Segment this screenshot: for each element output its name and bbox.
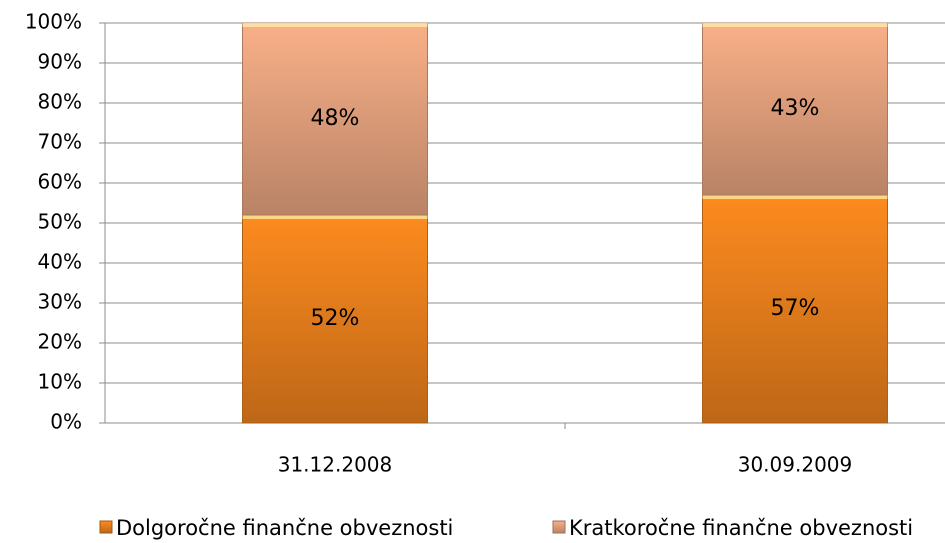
y-tick-label: 70% [38,130,82,154]
bar-highlight [242,23,428,27]
value-label: 43% [771,96,820,121]
value-label: 48% [311,106,360,131]
bar-segment [702,194,888,424]
y-tick-label: 90% [38,50,82,74]
bar-highlight [702,195,888,199]
y-tick-label: 60% [38,170,82,194]
bar-segment [702,22,888,196]
y-tick-label: 40% [38,250,82,274]
legend-swatch [99,520,113,534]
value-label: 57% [771,296,820,321]
x-tick-label: 31.12.2008 [278,453,393,477]
y-tick-label: 30% [38,290,82,314]
x-tick-label: 30.09.2009 [738,453,853,477]
y-tick-label: 100% [25,10,82,34]
bar-segment [242,22,428,216]
bar-highlight [702,23,888,27]
legend-text: Dolgoročne finančne obveznosti [116,516,453,540]
bar-highlight [242,215,428,219]
y-tick-label: 10% [38,370,82,394]
legend-swatch [552,520,566,534]
y-tick-label: 0% [50,410,82,434]
y-tick-label: 50% [38,210,82,234]
value-label: 52% [311,306,360,331]
y-tick-label: 20% [38,330,82,354]
y-tick-label: 80% [38,90,82,114]
legend-text: Kratkoročne finančne obveznosti [569,516,913,540]
